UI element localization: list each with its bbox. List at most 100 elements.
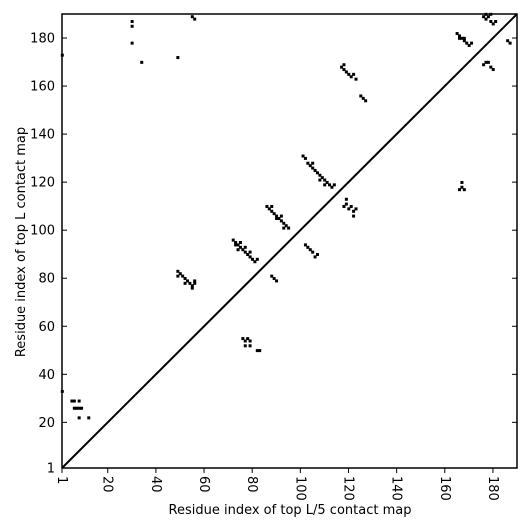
y-tick-label: 100 xyxy=(30,224,55,239)
contact-cell xyxy=(258,349,262,353)
contact-cell xyxy=(318,178,322,182)
contact-cell xyxy=(193,279,197,283)
contact-cell xyxy=(72,406,76,410)
contact-cell xyxy=(330,185,334,189)
x-tick-label: 160 xyxy=(437,476,452,501)
contact-cell xyxy=(267,207,271,211)
contact-cell xyxy=(279,219,283,223)
contact-cell xyxy=(248,255,252,259)
contact-cell xyxy=(275,216,279,220)
contact-cell xyxy=(80,406,84,410)
contact-cell xyxy=(465,41,469,45)
x-tick-label: 120 xyxy=(340,476,355,501)
contact-cell xyxy=(342,63,346,67)
contact-cell xyxy=(236,248,240,252)
contact-cell xyxy=(311,166,315,170)
contact-cell xyxy=(359,94,363,98)
contact-cell xyxy=(193,17,197,21)
contact-cell xyxy=(352,72,356,76)
contact-cell xyxy=(188,281,192,285)
contact-cell xyxy=(178,272,182,276)
contact-cell xyxy=(484,17,488,21)
contact-cell xyxy=(70,399,74,403)
contact-cell xyxy=(313,255,317,259)
contact-cell xyxy=(494,20,498,24)
contact-cell xyxy=(282,221,286,225)
contact-cell xyxy=(234,243,238,247)
x-tick-label: 100 xyxy=(292,476,307,501)
contact-cell xyxy=(231,238,235,242)
contact-cell xyxy=(190,286,194,290)
contact-cell xyxy=(325,180,329,184)
contact-cell xyxy=(328,183,332,187)
contact-cell xyxy=(318,173,322,177)
contact-cell xyxy=(308,164,312,168)
contact-cell xyxy=(315,253,319,257)
contact-cell xyxy=(77,416,81,420)
contact-cell xyxy=(489,20,493,24)
contact-cell xyxy=(462,39,466,43)
contact-cell xyxy=(272,277,276,281)
contact-cell xyxy=(248,339,252,343)
contact-cell xyxy=(193,281,197,285)
contact-cell xyxy=(255,349,259,353)
contact-cell xyxy=(320,176,324,180)
contact-cell xyxy=(275,214,279,218)
contact-cell xyxy=(482,63,486,67)
contact-cell xyxy=(238,241,242,245)
contact-cell xyxy=(332,183,336,187)
contact-cell xyxy=(279,214,283,218)
contact-cell xyxy=(344,197,348,201)
contact-cell xyxy=(255,257,259,261)
contact-cell xyxy=(467,44,471,48)
contact-cell xyxy=(306,245,310,249)
contact-cell xyxy=(275,279,279,283)
contact-cell xyxy=(306,161,310,165)
contact-cell xyxy=(270,209,274,213)
x-axis-label: Residue index of top L/5 contact map xyxy=(169,503,412,518)
contact-cell xyxy=(250,257,254,261)
contact-cell xyxy=(130,24,134,28)
contact-cell xyxy=(238,245,242,249)
contact-cell xyxy=(282,226,286,230)
contact-cell xyxy=(183,281,187,285)
contact-cell xyxy=(460,36,464,40)
contact-cell xyxy=(270,204,274,208)
contact-cell xyxy=(508,41,512,45)
contact-cell xyxy=(130,41,134,45)
contact-cell xyxy=(265,204,269,208)
contact-cell xyxy=(183,277,187,281)
contact-cell xyxy=(308,248,312,252)
contact-cell xyxy=(303,243,307,247)
contact-cell xyxy=(506,39,510,43)
contact-cell xyxy=(352,209,356,213)
plot-frame xyxy=(61,13,518,469)
contact-cell xyxy=(243,344,247,348)
contact-cell xyxy=(354,77,358,81)
contact-cell xyxy=(181,274,185,278)
contact-cell xyxy=(311,161,315,165)
contact-cell xyxy=(243,250,247,254)
contact-cell xyxy=(344,202,348,206)
contact-cell xyxy=(489,65,493,69)
x-tick-label: 180 xyxy=(485,476,500,501)
contact-cell xyxy=(364,99,368,103)
contact-cell xyxy=(248,344,252,348)
contact-cell xyxy=(277,216,281,220)
contact-cell xyxy=(77,399,81,403)
y-tick-label: 180 xyxy=(30,32,55,47)
diagonal-line xyxy=(61,13,518,469)
contact-cell xyxy=(323,178,327,182)
contact-cell xyxy=(486,60,490,64)
contact-cell xyxy=(470,41,474,45)
y-tick-label: 20 xyxy=(38,416,55,431)
contact-cell xyxy=(458,188,462,192)
contact-cell xyxy=(349,75,353,79)
contact-cell xyxy=(491,68,495,72)
contact-cell xyxy=(87,416,91,420)
y-tick-label: 1 xyxy=(47,462,55,477)
contact-cell xyxy=(130,20,134,24)
x-axis-ticks: 1 20 40 60 80 100 120 140 160 180 xyxy=(54,468,500,501)
